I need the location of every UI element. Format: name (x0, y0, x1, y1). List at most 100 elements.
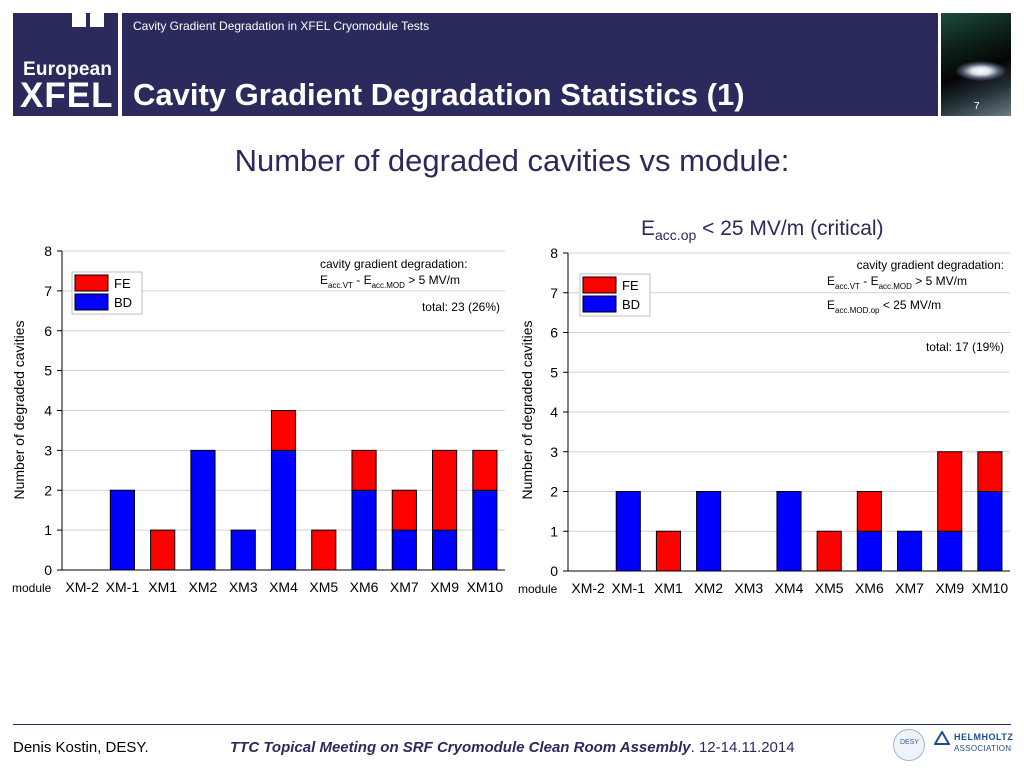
footer-meeting: TTC Topical Meeting on SRF Cryomodule Cl… (230, 739, 795, 756)
y-tick-label: 3 (44, 442, 52, 458)
bar-fe-xm6 (856, 491, 882, 532)
y-tick-label: 4 (44, 403, 52, 419)
annotation-condition-2: Eacc.MOD.op < 25 MV/m (827, 298, 941, 315)
x-tick-label: XM-2 (571, 580, 605, 596)
legend-swatch-bd (582, 295, 617, 313)
y-tick-label: 6 (550, 325, 558, 341)
critical-label: Eacc.op < 25 MV/m (critical) (641, 217, 884, 243)
bar-bd-xm-1 (109, 489, 135, 571)
x-tick-label: XM3 (229, 579, 258, 595)
x-tick-label: XM-1 (612, 580, 646, 596)
bar-fe-xm6 (351, 449, 377, 491)
annotation-condition-1: Eacc.VT - Eacc.MOD > 5 MV/m (320, 273, 460, 290)
x-tick-label: XM5 (815, 580, 844, 596)
y-tick-label: 5 (550, 364, 558, 380)
y-tick-label: 7 (44, 283, 52, 299)
logo-text-european: European (23, 59, 113, 80)
x-tick-label: XM7 (390, 579, 419, 595)
y-tick-label: 8 (44, 243, 52, 259)
annotation-condition-1: Eacc.VT - Eacc.MOD > 5 MV/m (827, 274, 967, 291)
y-axis-label: Number of degraded cavities (519, 321, 535, 500)
annotation-total: total: 23 (26%) (422, 300, 500, 314)
x-tick-label: XM7 (895, 580, 924, 596)
y-tick-label: 5 (44, 363, 52, 379)
bar-bd-xm2 (696, 491, 722, 572)
annotation-title: cavity gradient degradation: (320, 257, 467, 271)
header-bar (122, 13, 938, 116)
y-tick-label: 3 (550, 444, 558, 460)
bar-bd-xm4 (270, 449, 297, 571)
logo-square-icon (72, 13, 86, 27)
y-tick-label: 1 (44, 522, 52, 538)
bar-fe-xm10 (977, 451, 1003, 492)
bar-bd-xm10 (977, 491, 1003, 572)
x-tick-label: XM10 (467, 579, 504, 595)
x-tick-label: XM-1 (106, 579, 140, 595)
bar-fe-xm9 (432, 449, 458, 531)
slide-heading: Number of degraded cavities vs module: (234, 143, 790, 178)
header-subtitle: Cavity Gradient Degradation in XFEL Cryo… (133, 19, 430, 33)
bar-fe-xm10 (472, 449, 498, 491)
x-tick-label: XM-2 (65, 579, 99, 595)
x-tick-label: XM2 (189, 579, 218, 595)
x-tick-label: XM4 (775, 580, 804, 596)
y-axis-label: Number of degraded cavities (11, 321, 27, 500)
bar-bd-xm6 (856, 530, 882, 572)
helmholtz-logo-text: HELMHOLTZ (954, 732, 1014, 742)
bar-fe-xm7 (391, 489, 417, 531)
legend-label-bd: BD (114, 295, 132, 310)
legend-swatch-fe (582, 276, 617, 294)
logo-text-xfel: XFEL (20, 76, 114, 115)
bar-bd-xm4 (776, 491, 802, 572)
x-tick-label: XM3 (734, 580, 763, 596)
y-tick-label: 7 (550, 285, 558, 301)
logo-panel (13, 13, 118, 116)
slide-title: Cavity Gradient Degradation Statistics (… (133, 77, 745, 112)
x-axis-label: module (12, 581, 52, 595)
bar-fe-xm9 (937, 451, 963, 532)
footer-author: Denis Kostin, DESY. (13, 739, 149, 756)
bar-bd-xm2 (190, 449, 216, 571)
x-tick-label: XM1 (148, 579, 177, 595)
bar-fe-xm4 (270, 410, 297, 451)
annotation-total: total: 17 (19%) (926, 340, 1004, 354)
y-tick-label: 2 (550, 484, 558, 500)
helmholtz-logo-icon (934, 731, 950, 745)
x-tick-label: XM6 (855, 580, 884, 596)
bar-fe-xm1 (655, 530, 682, 572)
y-tick-label: 8 (550, 245, 558, 261)
x-tick-label: XM5 (309, 579, 338, 595)
legend-label-fe: FE (622, 278, 639, 293)
bar-bd-xm-1 (615, 491, 641, 572)
x-tick-label: XM10 (972, 580, 1009, 596)
bar-bd-xm10 (472, 489, 498, 571)
y-tick-label: 4 (550, 404, 558, 420)
y-tick-label: 6 (44, 323, 52, 339)
x-tick-label: XM6 (350, 579, 379, 595)
chart-left: 0 1 2 3 4 5 6 7 8 XM-2 XM-1 XM1 XM2 XM3 XM4 XM5 XM6 XM7 XM… (11, 243, 505, 595)
legend-label-bd: BD (622, 297, 640, 312)
bar-fe-xm1 (150, 529, 176, 571)
bar-bd-xm9 (937, 530, 963, 572)
bar-bd-xm7 (391, 529, 417, 571)
annotation-title: cavity gradient degradation: (857, 258, 1004, 272)
y-tick-label: 0 (44, 562, 52, 578)
y-tick-label: 2 (44, 482, 52, 498)
footer-divider (13, 724, 1011, 725)
bar-bd-xm3 (230, 529, 256, 571)
bar-bd-xm6 (351, 489, 377, 571)
x-axis-label: module (518, 582, 558, 596)
legend-swatch-bd (74, 293, 109, 311)
legend-swatch-fe (74, 274, 109, 292)
bar-fe-xm5 (816, 530, 842, 572)
bar-bd-xm7 (896, 530, 923, 572)
bar-bd-xm9 (432, 529, 458, 571)
x-tick-label: XM9 (430, 579, 459, 595)
y-tick-label: 0 (550, 563, 558, 579)
helmholtz-logo-subtext: ASSOCIATION (954, 744, 1012, 753)
logo-square-icon (90, 13, 104, 27)
legend-label-fe: FE (114, 276, 131, 291)
y-tick-label: 1 (550, 523, 558, 539)
bar-fe-xm5 (311, 529, 337, 571)
x-tick-label: XM4 (269, 579, 298, 595)
